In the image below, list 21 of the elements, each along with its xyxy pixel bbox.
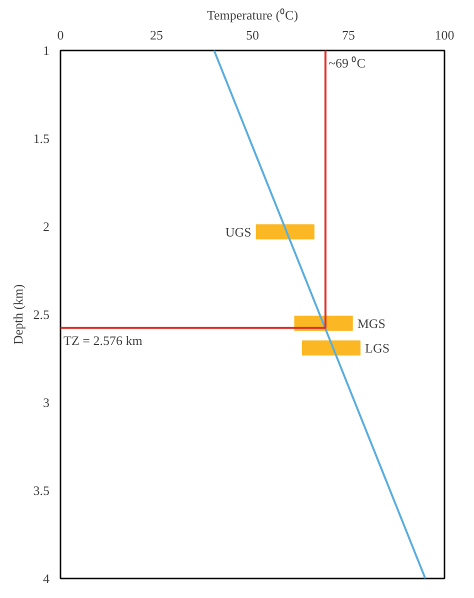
x-tick-label: 25 xyxy=(150,28,163,42)
x-tick-label: 75 xyxy=(342,28,355,42)
y-axis-title: Depth (km) xyxy=(10,284,26,345)
y-tick-label: 1 xyxy=(43,43,50,58)
y-tick-label: 1.5 xyxy=(33,131,50,146)
y-tick-label: 2.5 xyxy=(33,307,50,322)
y-tick-label: 2 xyxy=(43,219,50,234)
data-label: MGS xyxy=(357,316,386,331)
data-label: UGS xyxy=(225,224,252,240)
bar xyxy=(302,340,361,356)
bar xyxy=(256,224,314,240)
x-tick-label: 100 xyxy=(434,28,454,42)
y-tick-label: 3 xyxy=(43,395,50,410)
x-axis-title: Temperature (⁰C) xyxy=(206,8,298,22)
y-tick-label: 4 xyxy=(43,571,50,586)
annotation: TZ = 2.576 km xyxy=(64,332,142,348)
x-tick-label: 0 xyxy=(57,28,64,42)
annotation: ~69 ⁰C xyxy=(328,56,366,70)
x-tick-label: 50 xyxy=(246,28,259,42)
data-label: LGS xyxy=(365,340,390,356)
y-tick-label: 3.5 xyxy=(33,483,50,498)
